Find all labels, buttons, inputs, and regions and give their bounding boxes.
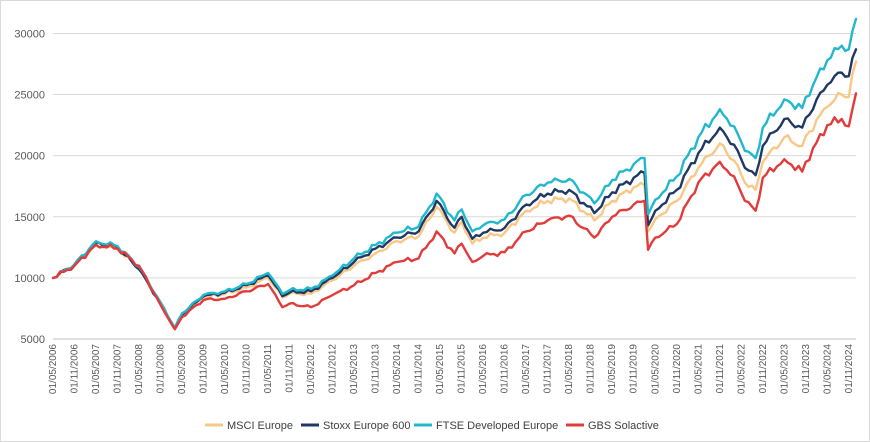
y-tick-label: 30000 <box>14 28 45 40</box>
x-tick-label: 01/05/2008 <box>134 344 145 394</box>
x-tick-label: 01/05/2021 <box>693 344 704 394</box>
x-tick-label: 01/05/2018 <box>564 344 575 394</box>
series-line-3 <box>51 92 858 331</box>
x-tick-label: 01/05/2020 <box>650 344 661 394</box>
x-tick-label: 01/11/2017 <box>543 344 554 394</box>
legend-label: MSCI Europe <box>227 420 293 432</box>
y-axis-ticks: 5000 10000 15000 20000 25000 30000 <box>14 28 45 346</box>
x-tick-label: 01/05/2016 <box>478 344 489 394</box>
x-tick-label: 01/05/2014 <box>392 344 403 394</box>
x-tick-label: 01/11/2018 <box>586 344 597 394</box>
y-tick-label: 25000 <box>14 90 45 102</box>
series-line-0 <box>51 60 858 330</box>
x-tick-label: 01/11/2009 <box>199 344 210 394</box>
legend: MSCI Europe Stoxx Europe 600 FTSE Develope… <box>205 420 659 432</box>
x-tick-label: 01/05/2023 <box>779 344 790 394</box>
x-tick-label: 01/11/2021 <box>715 344 726 394</box>
x-tick-label: 01/05/2022 <box>736 344 747 394</box>
y-tick-label: 5000 <box>21 334 45 346</box>
x-tick-label: 01/11/2015 <box>457 344 468 394</box>
x-tick-label: 01/11/2007 <box>113 344 124 394</box>
x-tick-label: 01/05/2010 <box>220 344 231 394</box>
x-tick-label: 01/11/2014 <box>414 344 425 394</box>
gridlines <box>53 32 856 340</box>
x-tick-label: 01/11/2012 <box>328 344 339 394</box>
x-tick-label: 01/05/2017 <box>521 344 532 394</box>
x-tick-label: 01/11/2013 <box>371 344 382 394</box>
x-tick-label: 01/11/2020 <box>672 344 683 394</box>
x-tick-label: 01/05/2019 <box>607 344 618 394</box>
x-tick-label: 01/05/2015 <box>435 344 446 394</box>
x-tick-label: 01/11/2016 <box>500 344 511 394</box>
legend-label: FTSE Developed Europe <box>436 420 558 432</box>
series-lines <box>51 17 858 331</box>
x-tick-label: 01/05/2006 <box>48 344 59 394</box>
x-tick-label: 01/05/2007 <box>91 344 102 394</box>
series-line-2 <box>51 17 858 330</box>
x-tick-label: 01/11/2006 <box>70 344 81 394</box>
x-tick-label: 01/05/2011 <box>263 344 274 394</box>
x-tick-label: 01/11/2008 <box>156 344 167 394</box>
series-line-1 <box>51 48 858 330</box>
legend-label: Stoxx Europe 600 <box>323 420 410 432</box>
x-tick-label: 01/11/2011 <box>285 344 296 393</box>
x-tick-label: 01/05/2012 <box>306 344 317 394</box>
y-tick-label: 10000 <box>14 273 45 285</box>
legend-label: GBS Solactive <box>588 420 659 432</box>
x-axis-ticks: 01/05/2006 01/11/2006 01/05/2007 01/11/2007… <box>48 344 855 394</box>
x-tick-label: 01/05/2013 <box>349 344 360 394</box>
x-tick-label: 01/11/2010 <box>242 344 253 394</box>
x-tick-label: 01/11/2023 <box>801 344 812 394</box>
x-tick-label: 01/11/2022 <box>758 344 769 394</box>
y-tick-label: 20000 <box>14 151 45 163</box>
x-tick-label: 01/11/2019 <box>629 344 640 394</box>
x-tick-label: 01/05/2009 <box>177 344 188 394</box>
y-tick-label: 15000 <box>14 212 45 224</box>
x-tick-label: 01/05/2024 <box>822 344 833 394</box>
x-tick-label: 01/11/2024 <box>844 344 855 394</box>
